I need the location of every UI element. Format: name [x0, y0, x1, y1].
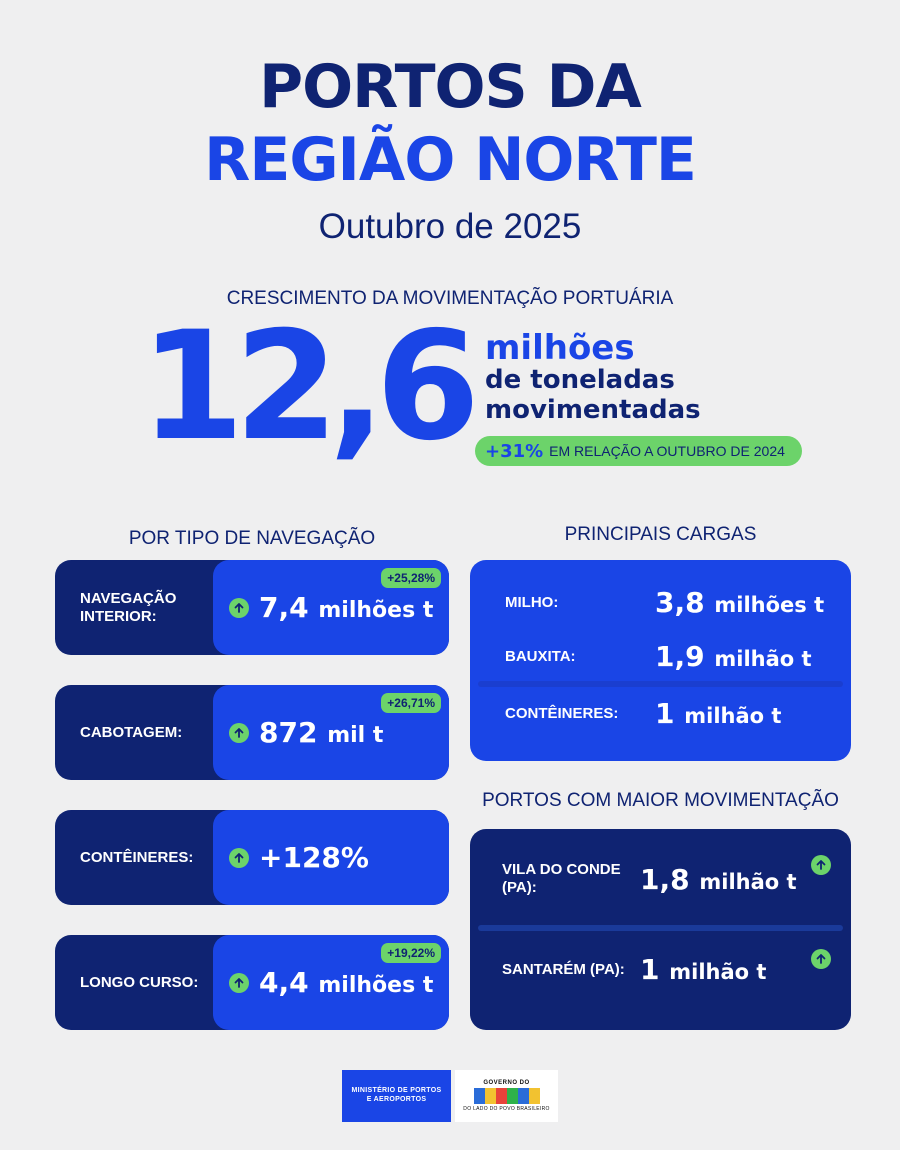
port-value-unit: milhão t	[699, 869, 797, 894]
nav-value: +128%	[259, 841, 369, 874]
arrow-up-circle-icon	[229, 597, 249, 618]
growth-relation: EM RELAÇÃO A OUTUBRO DE 2024	[549, 443, 785, 459]
ports-card: VILA DO CONDE (PA): 1,8 milhão t SANTARÉ…	[470, 829, 851, 1030]
nav-value: 7,4 milhões t	[259, 591, 433, 624]
divider	[478, 681, 843, 687]
ports-title: PORTOS COM MAIOR MOVIMENTAÇÃO	[482, 790, 839, 811]
cargo-value-unit: milhão t	[684, 704, 782, 728]
nav-value-box: 872 mil t +26,71%	[213, 685, 449, 780]
port-label: SANTARÉM (PA):	[502, 960, 625, 978]
port-value: 1,8 milhão t	[640, 863, 797, 896]
cargos-title: PRINCIPAIS CARGAS	[564, 524, 757, 545]
cargo-value-number: 1	[655, 697, 675, 730]
cargo-value: 3,8 milhões t	[655, 586, 824, 619]
arrow-up-circle-icon	[229, 847, 249, 868]
ministry-logo: MINISTÉRIO DE PORTOS E AEROPORTOS	[342, 1070, 451, 1122]
cargo-row: CONTÊINERES: 1 milhão t	[505, 697, 781, 730]
growth-unit-line1: milhões	[485, 328, 635, 368]
arrow-up-circle-icon	[811, 855, 831, 875]
nav-label: CABOTAGEM:	[80, 723, 183, 741]
cargo-value: 1,9 milhão t	[655, 640, 812, 673]
gov-logo-wordmark	[473, 1088, 540, 1104]
subtitle: Outubro de 2025	[318, 207, 582, 246]
growth-number: 12,6	[140, 300, 480, 474]
growth-label: CRESCIMENTO DA MOVIMENTAÇÃO PORTUÁRIA	[226, 288, 674, 309]
growth-badge: +25,28%	[381, 568, 441, 588]
nav-value-number: 872	[259, 716, 318, 749]
growth-pct: +31%	[485, 440, 544, 462]
nav-card-interior: NAVEGAÇÃO INTERIOR: 7,4 milhões t +25,28…	[55, 560, 449, 655]
nav-value-unit: mil t	[327, 723, 384, 748]
cargo-label: MILHO:	[505, 594, 559, 611]
nav-value: 872 mil t	[259, 716, 383, 749]
cargo-value-number: 3,8	[655, 586, 705, 619]
nav-value-box: 7,4 milhões t +25,28%	[213, 560, 449, 655]
growth-badge: +26,71%	[381, 693, 441, 713]
growth-unit-rest: de toneladas movimentadas	[485, 365, 701, 426]
port-value: 1 milhão t	[640, 953, 766, 986]
cargo-row: BAUXITA: 1,9 milhão t	[505, 640, 812, 673]
growth-badge: +19,22%	[381, 943, 441, 963]
nav-value-unit: milhões t	[318, 973, 434, 998]
nav-label: NAVEGAÇÃO INTERIOR:	[80, 589, 177, 625]
nav-label: CONTÊINERES:	[80, 848, 194, 866]
arrow-up-circle-icon	[811, 949, 831, 969]
arrow-up-circle-icon	[229, 972, 249, 993]
port-row: VILA DO CONDE (PA): 1,8 milhão t	[502, 861, 797, 897]
nav-value-box: 4,4 milhões t +19,22%	[213, 935, 449, 1030]
nav-card-cabotagem: CABOTAGEM: 872 mil t +26,71%	[55, 685, 449, 780]
cargo-value-number: 1,9	[655, 640, 705, 673]
government-logo: GOVERNO DO DO LADO DO POVO BRASILEIRO	[455, 1070, 558, 1122]
gov-logo-top: GOVERNO DO	[483, 1080, 530, 1086]
title-line-2: REGIÃO NORTE	[204, 125, 697, 195]
growth-pill: +31% EM RELAÇÃO A OUTUBRO DE 2024	[475, 436, 802, 466]
port-row: SANTARÉM (PA): 1 milhão t	[502, 953, 766, 986]
port-value-unit: milhão t	[669, 960, 767, 984]
cargo-label: BAUXITA:	[505, 648, 576, 665]
nav-value-box: +128%	[213, 810, 449, 905]
growth-unit-line2: de toneladas	[485, 365, 675, 395]
cargo-row: MILHO: 3,8 milhões t	[505, 586, 824, 619]
nav-card-conteineres: CONTÊINERES: +128%	[55, 810, 449, 905]
port-value-number: 1	[640, 953, 660, 986]
cargo-value-unit: milhão t	[714, 647, 812, 671]
cargos-card: MILHO: 3,8 milhões t BAUXITA: 1,9 milhão…	[470, 560, 851, 761]
growth-unit-line3: movimentadas	[485, 394, 701, 425]
arrow-up-circle-icon	[229, 722, 249, 743]
nav-value-unit: milhões t	[318, 598, 434, 623]
port-value-number: 1,8	[640, 862, 690, 896]
cargo-label: CONTÊINERES:	[505, 705, 619, 722]
nav-value-number: 7,4	[259, 591, 309, 624]
nav-value-number: 4,4	[259, 966, 309, 999]
nav-value: 4,4 milhões t	[259, 966, 433, 999]
gov-logo-tagline: DO LADO DO POVO BRASILEIRO	[463, 1106, 550, 1112]
cargo-value-unit: milhões t	[714, 593, 825, 617]
port-label: VILA DO CONDE (PA):	[502, 861, 621, 896]
nav-card-longo-curso: LONGO CURSO: 4,4 milhões t +19,22%	[55, 935, 449, 1030]
cargo-value: 1 milhão t	[655, 697, 781, 730]
divider	[478, 925, 843, 931]
nav-label: LONGO CURSO:	[80, 973, 199, 991]
navigation-title: POR TIPO DE NAVEGAÇÃO	[128, 528, 376, 549]
title-line-1: PORTOS DA	[259, 52, 642, 122]
